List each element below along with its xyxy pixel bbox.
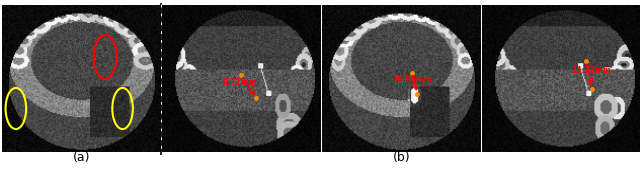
Text: 14.72mm: 14.72mm [571,66,611,75]
Text: 10.90mm: 10.90mm [392,75,431,84]
Text: 9.71mm: 9.71mm [223,78,257,87]
Text: (a): (a) [73,151,91,164]
Text: (b): (b) [393,151,411,164]
